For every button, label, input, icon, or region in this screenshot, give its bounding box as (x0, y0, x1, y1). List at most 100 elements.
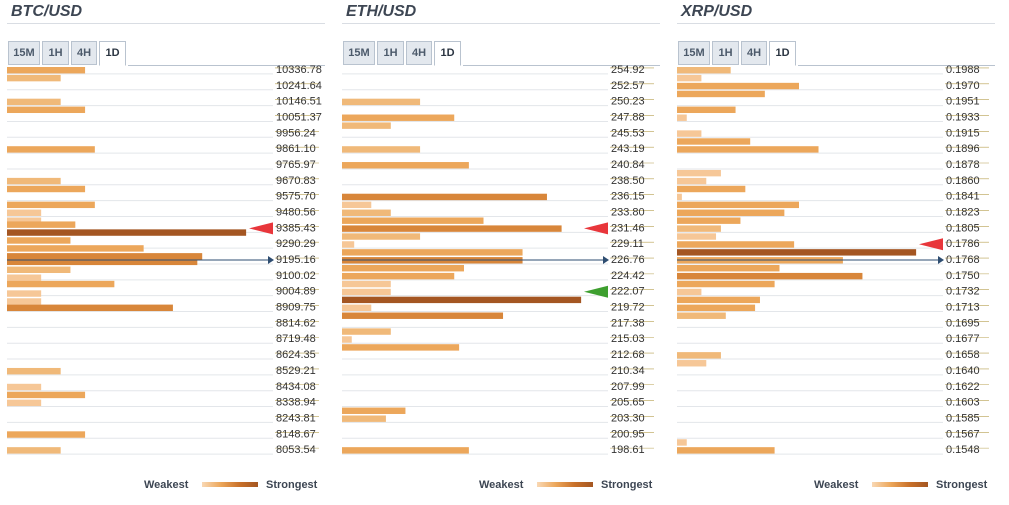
resistance-arrow (584, 222, 608, 235)
confluence-bar (7, 237, 71, 244)
tab-1h[interactable]: 1H (42, 41, 69, 65)
price-level-label: 8434.08 (276, 381, 316, 393)
confluence-bar (677, 447, 775, 454)
price-level-label: 0.1805 (946, 222, 980, 234)
price-level-label: 9195.16 (276, 254, 316, 266)
tab-15m[interactable]: 15M (343, 41, 375, 65)
confluence-bar (342, 249, 523, 256)
price-level-label: 212.68 (611, 349, 645, 361)
price-level-label: 215.03 (611, 333, 645, 345)
price-level-label: 203.30 (611, 412, 645, 424)
confluence-bar (342, 98, 421, 106)
tab-1d[interactable]: 1D (434, 41, 461, 66)
confluence-bar (7, 245, 144, 252)
tab-1h[interactable]: 1H (377, 41, 404, 65)
confluence-chart: 254.92 252.57 250.23 247.88 245.53 243.19 240.… (342, 64, 660, 456)
price-level-label: 9290.29 (276, 238, 316, 250)
confluence-bar (7, 258, 198, 266)
confluence-bar (7, 391, 86, 399)
price-level-label: 0.1622 (946, 381, 980, 393)
confluence-bar (342, 304, 372, 312)
tab-4h[interactable]: 4H (406, 41, 432, 65)
price-level-label: 9100.02 (276, 270, 316, 282)
price-level-label: 8053.54 (276, 444, 316, 456)
support-arrow (584, 285, 608, 298)
tab-4h[interactable]: 4H (741, 41, 767, 65)
confluence-bar (342, 280, 391, 288)
confluence-bar (677, 90, 765, 98)
confluence-bar (677, 138, 751, 145)
confluence-bar (677, 272, 863, 280)
price-level-label: 10241.64 (276, 80, 322, 92)
confluence-bar (7, 383, 42, 391)
confluence-bar (7, 209, 42, 216)
confluence-bar (677, 304, 756, 312)
confluence-bar (677, 288, 702, 296)
tab-15m[interactable]: 15M (678, 41, 710, 65)
tab-1d[interactable]: 1D (769, 41, 796, 66)
confluence-bar (677, 280, 775, 288)
price-level-label: 205.65 (611, 397, 645, 409)
price-level-label: 9004.89 (276, 286, 316, 298)
confluence-bar (342, 296, 582, 304)
confluence-bar (677, 74, 702, 82)
panel-xrp-usd: XRP/USD 15M 1H 4H 1D 0.1988 0.1970 0.1951 0.1933… (677, 0, 997, 505)
price-level-label: 0.1841 (946, 191, 980, 203)
confluence-bar (677, 352, 721, 359)
confluence-bar (342, 209, 391, 216)
confluence-bar (7, 367, 61, 375)
panel-eth-usd: ETH/USD 15M 1H 4H 1D 254.92 252.57 250.23 247.88… (342, 0, 662, 505)
price-level-label: 9670.83 (276, 175, 316, 187)
price-level-label: 0.1640 (946, 365, 980, 377)
confluence-bar (677, 82, 799, 90)
price-level-label: 226.76 (611, 254, 645, 266)
confluence-bar (677, 114, 687, 121)
price-level-label: 0.1567 (946, 428, 980, 440)
price-level-label: 0.1695 (946, 317, 980, 329)
confluence-bar (677, 360, 707, 367)
price-level-label: 222.07 (611, 286, 645, 298)
current-price-arrow (603, 256, 609, 265)
tab-15m[interactable]: 15M (8, 41, 40, 65)
legend-weakest: Weakest (479, 479, 524, 491)
price-level-label: 8148.67 (276, 428, 316, 440)
title-divider (677, 23, 995, 24)
confluence-bar (7, 304, 173, 312)
confluence-bar (677, 185, 746, 193)
confluence-bar (677, 265, 780, 272)
confluence-bar (342, 407, 406, 414)
confluence-bar (677, 193, 682, 201)
legend-gradient (202, 482, 258, 487)
price-level-label: 219.72 (611, 302, 645, 314)
tab-1h[interactable]: 1H (712, 41, 739, 65)
price-level-label: 0.1768 (946, 254, 980, 266)
price-level-label: 0.1713 (946, 302, 980, 314)
confluence-bar (342, 344, 460, 351)
price-level-label: 8719.48 (276, 333, 316, 345)
confluence-bar (677, 106, 736, 114)
confluence-bar (677, 67, 731, 74)
confluence-bar (677, 296, 760, 304)
title-divider (342, 23, 660, 24)
confluence-bar (7, 447, 61, 454)
price-level-label: 8529.21 (276, 365, 316, 377)
price-level-label: 0.1933 (946, 111, 980, 123)
price-level-label: 207.99 (611, 381, 645, 393)
current-price-arrow (268, 256, 274, 265)
price-level-label: 0.1603 (946, 397, 980, 409)
legend-strongest: Strongest (601, 479, 653, 491)
price-level-label: 0.1786 (946, 238, 980, 250)
confluence-bar (7, 177, 61, 185)
confluence-bar (7, 290, 42, 297)
confluence-bar (677, 146, 819, 153)
tab-4h[interactable]: 4H (71, 41, 97, 65)
legend-weakest: Weakest (144, 479, 189, 491)
panel-title: ETH/USD (346, 3, 417, 20)
tab-1d[interactable]: 1D (99, 41, 126, 66)
confluence-bar (342, 328, 391, 335)
confluence-bar (7, 431, 86, 438)
panel-btc-usd: BTC/USD 15M 1H 4H 1D 10336.78 10241.64 10146.51… (7, 0, 327, 505)
confluence-bar (7, 201, 95, 209)
price-level-label: 9385.43 (276, 222, 316, 234)
price-level-label: 0.1677 (946, 333, 980, 345)
